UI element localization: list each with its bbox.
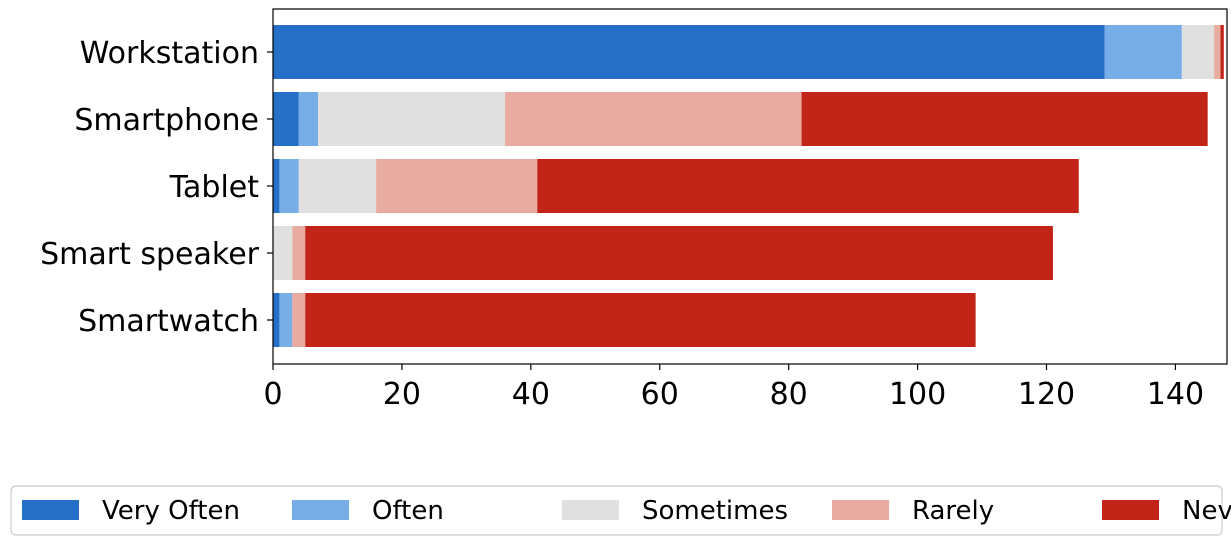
x-tick-label: 140 xyxy=(1147,377,1204,412)
bar-smartwatch-very-often xyxy=(273,293,280,347)
bar-smart-speaker-never xyxy=(305,226,1053,280)
bar-smart-speaker-rarely xyxy=(292,226,306,280)
legend-label-never: Never xyxy=(1182,496,1231,526)
bar-smartwatch-never xyxy=(305,293,976,347)
bar-smartwatch-often xyxy=(279,293,293,347)
x-tick-label: 20 xyxy=(383,377,421,412)
legend-label-sometimes: Sometimes xyxy=(642,496,788,526)
bar-smartphone-often xyxy=(298,92,319,146)
y-tick-label: Smartphone xyxy=(74,103,259,138)
y-tick-label: Tablet xyxy=(169,170,260,205)
bar-workstation-sometimes xyxy=(1181,25,1215,79)
bar-smartwatch-rarely xyxy=(292,293,306,347)
x-tick-label: 40 xyxy=(512,377,550,412)
bar-workstation-never xyxy=(1220,25,1224,79)
bar-tablet-often xyxy=(279,159,299,213)
legend-label-very-often: Very Often xyxy=(102,496,240,526)
legend-label-often: Often xyxy=(372,496,444,526)
bar-workstation-rarely xyxy=(1214,25,1221,79)
legend-swatch-sometimes xyxy=(562,500,619,520)
bar-tablet-sometimes xyxy=(298,159,377,213)
x-axis: 0 20 40 60 80 100 120 140 xyxy=(263,364,1204,412)
legend-swatch-very-often xyxy=(22,500,79,520)
x-tick-label: 80 xyxy=(770,377,808,412)
bar-smartphone-sometimes xyxy=(318,92,506,146)
y-axis: Workstation Smartphone Tablet Smart speaker… xyxy=(40,36,273,339)
y-tick-label: Smartwatch xyxy=(78,304,259,339)
x-tick-label: 100 xyxy=(889,377,946,412)
legend-swatch-rarely xyxy=(832,500,889,520)
legend-label-rarely: Rarely xyxy=(912,496,994,526)
bar-workstation-often xyxy=(1104,25,1182,79)
bar-tablet-rarely xyxy=(376,159,538,213)
bar-tablet-very-often xyxy=(273,159,280,213)
x-tick-label: 60 xyxy=(641,377,679,412)
bar-smartphone-never xyxy=(801,92,1208,146)
bar-smart-speaker-sometimes xyxy=(273,226,293,280)
x-tick-label: 120 xyxy=(1018,377,1075,412)
legend-swatch-often xyxy=(292,500,349,520)
bar-workstation-very-often xyxy=(273,25,1105,79)
y-tick-label: Workstation xyxy=(80,36,259,71)
bars-layer xyxy=(273,25,1224,347)
bar-smartphone-rarely xyxy=(505,92,802,146)
legend: Very Often Often Sometimes Rarely Never xyxy=(22,496,1231,526)
bar-smartphone-very-often xyxy=(273,92,299,146)
y-tick-label: Smart speaker xyxy=(40,237,260,272)
x-tick-label: 0 xyxy=(263,377,282,412)
legend-swatch-never xyxy=(1102,500,1159,520)
bar-tablet-never xyxy=(537,159,1079,213)
